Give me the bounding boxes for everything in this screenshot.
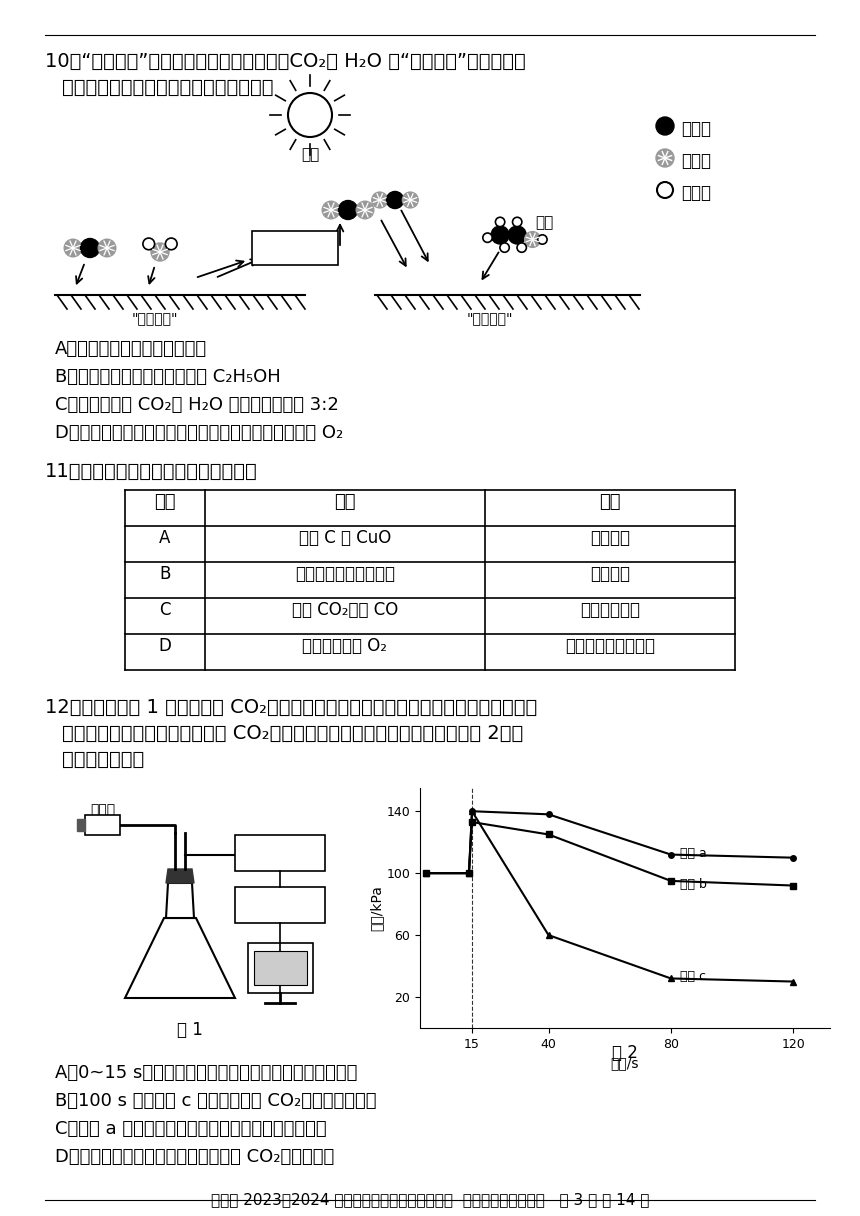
Circle shape bbox=[657, 182, 673, 198]
Text: 方案: 方案 bbox=[599, 492, 621, 511]
Text: 石灰水和氪氧化钙溶液注入集满 CO₂的锥形瓶中，测得压强随时间的变化如图 2。下: 石灰水和氪氧化钙溶液注入集满 CO₂的锥形瓶中，测得压强随时间的变化如图 2。下 bbox=[62, 724, 523, 743]
Bar bbox=[254, 951, 306, 985]
Circle shape bbox=[482, 233, 492, 242]
Bar bbox=[235, 835, 325, 871]
Text: "人造树叶": "人造树叶" bbox=[132, 311, 178, 325]
Text: 选项: 选项 bbox=[154, 492, 175, 511]
Text: 点燃混合气体: 点燃混合气体 bbox=[580, 601, 640, 619]
Text: B．100 s 时，实验 c 中锥形瓶内的 CO₂已经被完全吸收: B．100 s 时，实验 c 中锥形瓶内的 CO₂已经被完全吸收 bbox=[55, 1092, 377, 1110]
Text: 图 2: 图 2 bbox=[612, 1045, 638, 1062]
Text: C．实验 a 中反应生成了能使紫色石蕊溶液变红的物质: C．实验 a 中反应生成了能使紫色石蕊溶液变红的物质 bbox=[55, 1120, 327, 1138]
Text: D．该反应可以缓解温室效应，又能产生燃料，并释放 O₂: D．该反应可以缓解温室效应，又能产生燃料，并释放 O₂ bbox=[55, 424, 343, 441]
Circle shape bbox=[538, 235, 547, 244]
Polygon shape bbox=[166, 883, 194, 918]
Circle shape bbox=[513, 218, 522, 226]
Text: 氧原子: 氧原子 bbox=[681, 152, 711, 170]
Bar bbox=[248, 942, 312, 993]
Y-axis label: 压强/kPa: 压强/kPa bbox=[370, 885, 384, 931]
Text: 目的: 目的 bbox=[335, 492, 356, 511]
Text: 12．某小组用图 1 的装置探究 CO₂的化学性质。相同条件下，分别将等体积的水、澄清: 12．某小组用图 1 的装置探究 CO₂的化学性质。相同条件下，分别将等体积的水… bbox=[45, 698, 538, 717]
Text: "人造树叶": "人造树叶" bbox=[467, 311, 513, 325]
Text: 应，其微观图示如下。下列说法错误的是: 应，其微观图示如下。下列说法错误的是 bbox=[62, 78, 273, 97]
Text: A．0~15 s，压强迅速上升是因为向锥形瓶中注入了液体: A．0~15 s，压强迅速上升是因为向锥形瓶中注入了液体 bbox=[55, 1064, 358, 1082]
Circle shape bbox=[402, 192, 418, 208]
Circle shape bbox=[64, 240, 82, 257]
Text: 高温加热: 高温加热 bbox=[590, 529, 630, 547]
Text: B．由图可知，乙醇的化学式为 C₂H₅OH: B．由图可知，乙醇的化学式为 C₂H₅OH bbox=[55, 368, 280, 385]
X-axis label: 时间/s: 时间/s bbox=[611, 1057, 639, 1070]
Circle shape bbox=[356, 201, 374, 219]
Circle shape bbox=[339, 201, 358, 220]
Text: 氢原子: 氢原子 bbox=[681, 184, 711, 202]
Circle shape bbox=[491, 226, 509, 244]
Text: 图 1: 图 1 bbox=[177, 1021, 203, 1038]
Polygon shape bbox=[125, 918, 235, 998]
Text: 10．“人造树叶”是一种新型材料。光照时，CO₂和 H₂O 在“人造树叶”的催化下反: 10．“人造树叶”是一种新型材料。光照时，CO₂和 H₂O 在“人造树叶”的催化… bbox=[45, 52, 525, 71]
Circle shape bbox=[151, 243, 169, 261]
Text: CO₂: CO₂ bbox=[166, 956, 194, 970]
Polygon shape bbox=[85, 815, 120, 835]
Circle shape bbox=[81, 238, 100, 258]
Text: 验证某气体为 O₂: 验证某气体为 O₂ bbox=[303, 637, 388, 655]
Circle shape bbox=[517, 243, 526, 252]
Circle shape bbox=[98, 240, 116, 257]
Text: 实验 a: 实验 a bbox=[680, 846, 707, 860]
Text: D: D bbox=[158, 637, 171, 655]
Text: 观察颜色: 观察颜色 bbox=[590, 565, 630, 582]
Bar bbox=[235, 886, 325, 923]
Text: 活性粒子: 活性粒子 bbox=[277, 240, 313, 255]
Text: 数据处理器: 数据处理器 bbox=[259, 890, 301, 903]
Text: 某液体: 某液体 bbox=[90, 803, 115, 817]
Text: 光照: 光照 bbox=[301, 147, 319, 162]
Text: 压强传感器: 压强传感器 bbox=[259, 838, 301, 852]
Circle shape bbox=[495, 218, 505, 226]
Text: B: B bbox=[159, 565, 170, 582]
Text: C: C bbox=[159, 601, 171, 619]
Text: 电脑: 电脑 bbox=[272, 956, 288, 970]
Circle shape bbox=[288, 92, 332, 137]
Text: 深圳市 2023－2024 学年初三年级中考适应性考试  化学、物理（合卷）   第 3 页 共 14 页: 深圳市 2023－2024 学年初三年级中考适应性考试 化学、物理（合卷） 第 … bbox=[211, 1192, 649, 1207]
Text: 乙醇: 乙醇 bbox=[535, 215, 553, 230]
Text: A．该反应前后原子的个数不变: A．该反应前后原子的个数不变 bbox=[55, 340, 207, 358]
Text: 实验 c: 实验 c bbox=[680, 970, 706, 984]
Circle shape bbox=[143, 238, 155, 249]
Text: 除去 CO₂中的 CO: 除去 CO₂中的 CO bbox=[292, 601, 398, 619]
Text: 碳原子: 碳原子 bbox=[681, 120, 711, 137]
Text: 分离 C 和 CuO: 分离 C 和 CuO bbox=[299, 529, 391, 547]
FancyBboxPatch shape bbox=[252, 231, 338, 265]
Polygon shape bbox=[166, 869, 194, 883]
Text: 实验 b: 实验 b bbox=[680, 878, 707, 890]
Circle shape bbox=[165, 238, 177, 249]
Circle shape bbox=[525, 231, 540, 247]
Text: 用带火星的木条检验: 用带火星的木条检验 bbox=[565, 637, 655, 655]
Circle shape bbox=[656, 117, 674, 135]
Text: 11．下列实验方案能达到实验目的的是: 11．下列实验方案能达到实验目的的是 bbox=[45, 462, 258, 482]
Text: 列说法错误的是: 列说法错误的是 bbox=[62, 750, 144, 769]
Circle shape bbox=[386, 191, 403, 209]
Circle shape bbox=[322, 201, 340, 219]
Circle shape bbox=[656, 150, 674, 167]
Circle shape bbox=[372, 192, 388, 208]
Text: C．参加反应的 CO₂和 H₂O 的分子个数比为 3:2: C．参加反应的 CO₂和 H₂O 的分子个数比为 3:2 bbox=[55, 396, 339, 413]
Text: 鉴别水和过氧化氢溶液: 鉴别水和过氧化氢溶液 bbox=[295, 565, 395, 582]
Circle shape bbox=[508, 226, 526, 244]
Text: A: A bbox=[159, 529, 170, 547]
Polygon shape bbox=[77, 820, 85, 831]
Circle shape bbox=[500, 243, 509, 252]
Text: D．对比三组实验，氪氧化鑉溶液吸收 CO₂的效果最好: D．对比三组实验，氪氧化鑉溶液吸收 CO₂的效果最好 bbox=[55, 1148, 335, 1166]
